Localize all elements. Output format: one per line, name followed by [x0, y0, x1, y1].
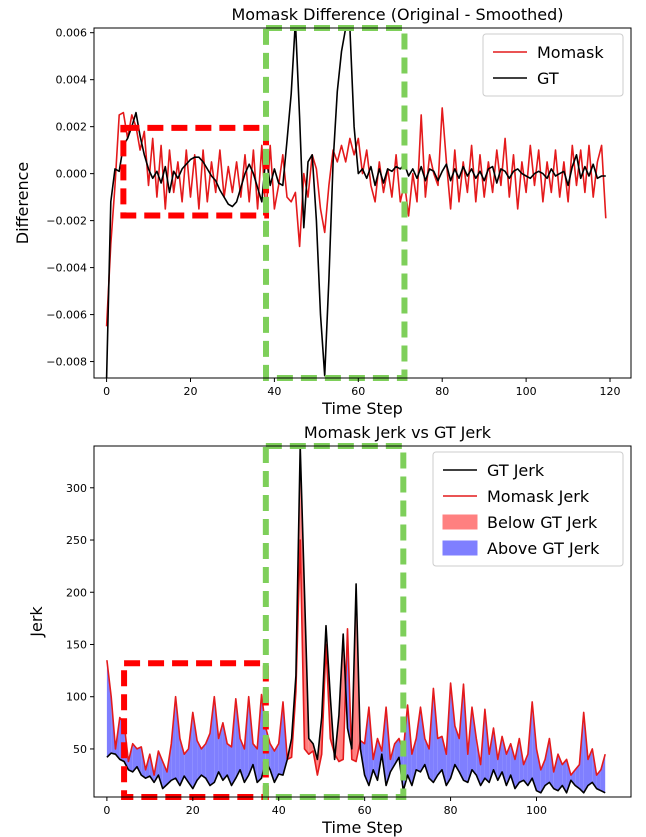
x-tick-label: 100: [526, 804, 547, 817]
y-tick-label: 0.000: [56, 168, 88, 181]
y-tick-label: −0.002: [46, 215, 87, 228]
y-tick-label: 50: [73, 743, 87, 756]
x-tick-label: 60: [358, 804, 372, 817]
above-gt-fill: [438, 736, 442, 775]
x-axis-label: Time Step: [321, 399, 403, 418]
chart-1: 0 20 40 60 80 100 120 −0.008 −0.006 −0.004 −0.002 0…: [13, 5, 631, 418]
x-tick-label: 60: [351, 385, 365, 398]
y-tick-label: −0.008: [46, 356, 87, 369]
y-tick-label: 150: [66, 638, 87, 651]
y-tick-label: 250: [66, 534, 87, 547]
legend-label: GT Jerk: [487, 461, 545, 480]
legend-swatch-patch: [443, 541, 477, 555]
y-tick-label: 0.006: [56, 27, 88, 40]
x-tick-label: 80: [444, 804, 458, 817]
y-tick-label: −0.006: [46, 309, 87, 322]
y-tick-label: 0.004: [56, 74, 88, 87]
legend-label: Momask Jerk: [487, 487, 590, 506]
y-tick-label: 0.002: [56, 121, 88, 134]
x-tick-label: 20: [183, 385, 197, 398]
legend: GT Jerk Momask Jerk Below GT Jerk Above GT …: [433, 452, 623, 566]
x-tick-label: 80: [435, 385, 449, 398]
y-axis-label: Jerk: [27, 606, 46, 638]
chart-2: 0 20 40 60 80 100 50 100 150 200 250 300 Momask Jerk…: [27, 423, 631, 837]
x-tick-label: 20: [186, 804, 200, 817]
chart-title: Momask Jerk vs GT Jerk: [304, 423, 492, 442]
y-tick-label: 100: [66, 691, 87, 704]
x-tick-label: 0: [103, 804, 110, 817]
x-axis-label: Time Step: [321, 818, 403, 837]
legend-label: Below GT Jerk: [487, 513, 598, 532]
legend-label: Momask: [537, 43, 604, 62]
legend-swatch-patch: [443, 515, 477, 529]
x-tick-label: 100: [516, 385, 537, 398]
x-tick-label: 40: [272, 804, 286, 817]
x-tick-label: 40: [267, 385, 281, 398]
y-axis-label: Difference: [13, 162, 32, 244]
legend-label: GT: [537, 69, 559, 88]
legend: Momask GT: [483, 34, 623, 96]
chart-title: Momask Difference (Original - Smoothed): [231, 5, 563, 24]
highlight-box-2: [266, 28, 404, 378]
y-tick-label: 300: [66, 482, 87, 495]
x-tick-label: 0: [103, 385, 110, 398]
y-tick-label: 200: [66, 586, 87, 599]
x-tick-label: 120: [600, 385, 621, 398]
legend-label: Above GT Jerk: [487, 539, 600, 558]
y-tick-label: −0.004: [46, 262, 87, 275]
